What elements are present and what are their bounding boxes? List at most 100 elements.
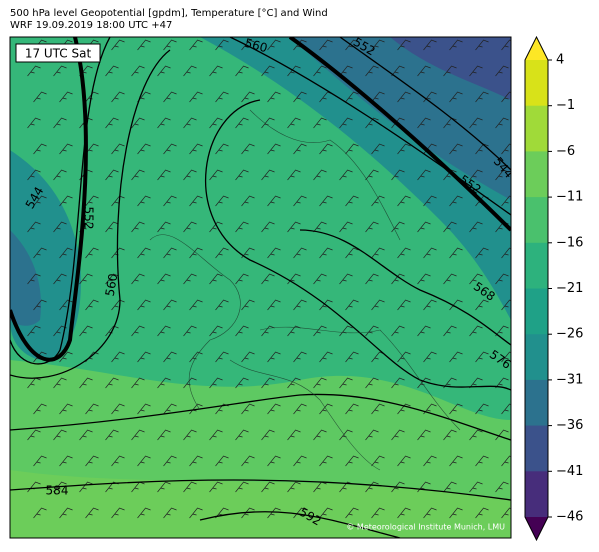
wind-barb	[495, 117, 509, 129]
wind-barb	[287, 325, 301, 337]
wind-barb	[157, 221, 171, 233]
wind-barb	[261, 429, 275, 441]
wind-barb	[235, 325, 249, 337]
wind-barb	[85, 247, 99, 259]
wind-barb	[313, 273, 327, 285]
wind-barb	[475, 507, 489, 519]
wind-barb	[85, 195, 99, 207]
wind-barb	[131, 169, 145, 181]
wind-barb	[287, 117, 301, 129]
wind-barb	[183, 481, 197, 493]
wind-barb	[449, 507, 463, 519]
cold-region	[390, 37, 511, 100]
wind-barb	[137, 39, 151, 51]
wind-barb	[235, 117, 249, 129]
wind-barb	[365, 221, 379, 233]
wind-barb	[287, 169, 301, 181]
wind-barb	[267, 91, 281, 103]
colorbar-band	[525, 334, 548, 381]
wind-barb	[371, 143, 385, 155]
wind-barb	[267, 195, 281, 207]
wind-barb	[137, 299, 151, 311]
wind-barb	[417, 377, 431, 389]
wind-barb	[365, 377, 379, 389]
wind-barb	[183, 169, 197, 181]
wind-barb	[131, 429, 145, 441]
wind-barb	[449, 455, 463, 467]
wind-barb	[469, 429, 483, 441]
wind-barbs	[27, 39, 511, 519]
contours	[10, 37, 511, 538]
wind-barb	[397, 195, 411, 207]
contour-line	[10, 37, 111, 365]
wind-barb	[293, 195, 307, 207]
wind-barb	[235, 65, 249, 77]
wind-barb	[371, 455, 385, 467]
wind-barb	[215, 39, 229, 51]
wind-barb	[53, 65, 67, 77]
wind-barb	[423, 351, 437, 363]
wind-barb	[371, 403, 385, 415]
wind-barb	[501, 351, 511, 363]
wind-barb	[163, 195, 177, 207]
wind-barb	[27, 169, 41, 181]
wind-barb	[423, 39, 437, 51]
wind-barb	[345, 455, 359, 467]
contour-line-bold	[10, 37, 88, 362]
wind-barb	[183, 325, 197, 337]
wind-barb	[85, 299, 99, 311]
wind-barb	[33, 143, 47, 155]
wind-barb	[443, 325, 457, 337]
wind-barb	[241, 403, 255, 415]
wind-barb	[209, 169, 223, 181]
wind-barb	[267, 351, 281, 363]
wind-barb	[33, 455, 47, 467]
wind-barb	[371, 91, 385, 103]
wind-barb	[423, 195, 437, 207]
wind-barb	[163, 455, 177, 467]
wind-barb	[345, 195, 359, 207]
wind-barb	[313, 221, 327, 233]
wind-barb	[443, 65, 457, 77]
wind-barb	[397, 39, 411, 51]
wind-barb	[423, 455, 437, 467]
wind-barb	[163, 91, 177, 103]
wind-barb	[189, 351, 203, 363]
wind-barb	[241, 195, 255, 207]
wind-barb	[293, 91, 307, 103]
wind-barb	[345, 507, 359, 519]
wind-barb	[449, 195, 463, 207]
wind-barb	[371, 247, 385, 259]
wind-barb	[449, 143, 463, 155]
colorbar-band	[525, 288, 548, 335]
wind-barb	[79, 429, 93, 441]
wind-barb	[209, 65, 223, 77]
colorbar: 4 −1 −6 −11 −16 −21 −26 −31 −36 −41 −46	[524, 35, 583, 542]
wind-barb	[241, 507, 255, 519]
wind-barb	[189, 455, 203, 467]
wind-barb	[501, 195, 511, 207]
wind-barb	[475, 39, 489, 51]
wind-barb	[27, 65, 41, 77]
wind-barb	[163, 507, 177, 519]
wind-barb	[443, 221, 457, 233]
wind-barb	[319, 39, 333, 51]
wind-barb	[111, 143, 125, 155]
wind-barb	[27, 325, 41, 337]
wind-barb	[209, 481, 223, 493]
wind-barb	[33, 403, 47, 415]
wind-barb	[371, 195, 385, 207]
wind-barb	[501, 507, 511, 519]
wind-barb	[345, 91, 359, 103]
wind-barb	[345, 39, 359, 51]
wind-barb	[59, 455, 73, 467]
wind-barb	[163, 247, 177, 259]
wind-barb	[313, 117, 327, 129]
wind-barb	[33, 299, 47, 311]
wind-barb	[339, 117, 353, 129]
wind-barb	[33, 507, 47, 519]
wind-barb	[469, 221, 483, 233]
wind-barb	[417, 325, 431, 337]
wind-barb	[423, 507, 437, 519]
wind-barb	[27, 273, 41, 285]
